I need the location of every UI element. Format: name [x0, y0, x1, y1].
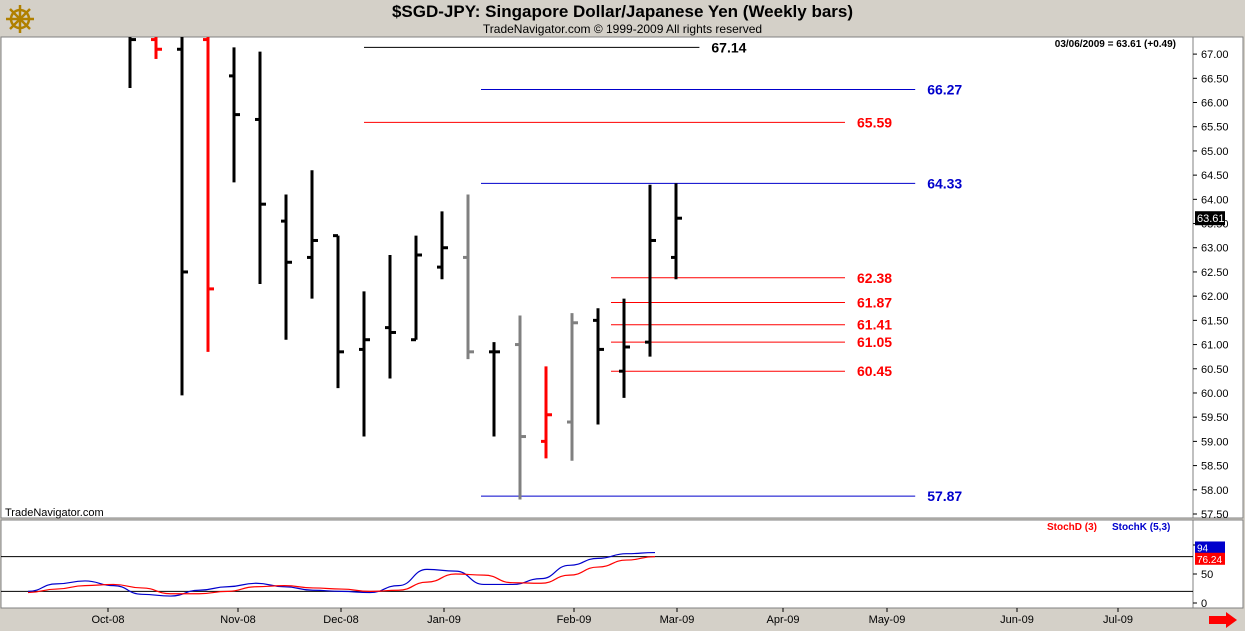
watermark-text: TradeNavigator.com: [5, 507, 104, 519]
chart-title: $SGD-JPY: Singapore Dollar/Japanese Yen …: [391, 2, 854, 21]
stochd-legend: StochD (3): [1047, 522, 1097, 533]
level-label: 67.14: [711, 39, 746, 55]
copyright-subtitle: TradeNavigator.com © 1999-2009 All right…: [482, 22, 763, 36]
level-label: 62.38: [857, 270, 892, 286]
stochastic-y-tick-label: 50: [1201, 569, 1213, 581]
y-tick-label: 64.00: [1201, 194, 1229, 206]
x-tick-label: Mar-09: [660, 614, 695, 626]
stochk-value-label: 94: [1197, 543, 1209, 554]
level-label: 66.27: [927, 81, 962, 97]
x-tick-label: May-09: [869, 614, 906, 626]
y-tick-label: 59.50: [1201, 412, 1229, 424]
x-tick-label: Dec-08: [323, 614, 358, 626]
stochd-value-marker: [1195, 552, 1225, 565]
y-tick-label: 62.50: [1201, 267, 1229, 279]
level-label: 60.45: [857, 363, 892, 379]
y-tick-label: 58.50: [1201, 461, 1229, 473]
y-tick-label: 66.00: [1201, 98, 1229, 110]
y-tick-label: 60.50: [1201, 364, 1229, 376]
stochd-value-label: 76.24: [1197, 555, 1222, 566]
level-label: 65.59: [857, 114, 892, 130]
y-tick-label: 62.00: [1201, 291, 1229, 303]
y-tick-label: 58.00: [1201, 485, 1229, 497]
y-tick-label: 66.50: [1201, 73, 1229, 85]
price-axis-panel: [1192, 36, 1244, 519]
last-bar-info: 03/06/2009 = 63.61 (+0.49): [1055, 39, 1176, 50]
x-tick-label: Feb-09: [557, 614, 592, 626]
y-tick-label: 67.00: [1201, 49, 1229, 61]
x-tick-label: Jul-09: [1103, 614, 1133, 626]
level-label: 57.87: [927, 488, 962, 504]
x-tick-label: Jan-09: [427, 614, 461, 626]
stochk-line: [27, 551, 656, 597]
level-label: 61.05: [857, 334, 892, 350]
level-label: 61.41: [857, 317, 892, 333]
stochd-line: [27, 556, 656, 595]
x-tick-label: Jun-09: [1000, 614, 1034, 626]
ohlc-bars: [128, 37, 682, 500]
stochk-legend: StochK (5,3): [1112, 522, 1170, 533]
x-tick-label: Oct-08: [91, 614, 124, 626]
chart-header: $SGD-JPY: Singapore Dollar/Japanese Yen …: [0, 0, 1245, 37]
scroll-right-arrow-icon[interactable]: [1208, 612, 1238, 628]
y-tick-label: 61.50: [1201, 315, 1229, 327]
stochk-value-marker: [1195, 541, 1225, 554]
y-tick-label: 61.00: [1201, 340, 1229, 352]
level-label: 64.33: [927, 175, 962, 191]
y-tick-label: 65.50: [1201, 122, 1229, 134]
y-tick-label: 59.00: [1201, 436, 1229, 448]
y-tick-label: 65.00: [1201, 146, 1229, 158]
level-label: 61.87: [857, 294, 892, 310]
y-tick-label: 60.00: [1201, 388, 1229, 400]
stochastic-y-tick-label: 0: [1201, 598, 1207, 610]
ship-wheel-logo-icon: [4, 3, 36, 35]
last-price-marker: [1195, 211, 1225, 226]
last-price-label: 63.61: [1197, 213, 1225, 225]
x-tick-label: Nov-08: [220, 614, 255, 626]
price-panel: [0, 36, 1194, 519]
y-tick-label: 63.00: [1201, 243, 1229, 255]
y-tick-label: 64.50: [1201, 170, 1229, 182]
x-tick-label: Apr-09: [766, 614, 799, 626]
y-tick-label: 57.50: [1201, 509, 1229, 521]
